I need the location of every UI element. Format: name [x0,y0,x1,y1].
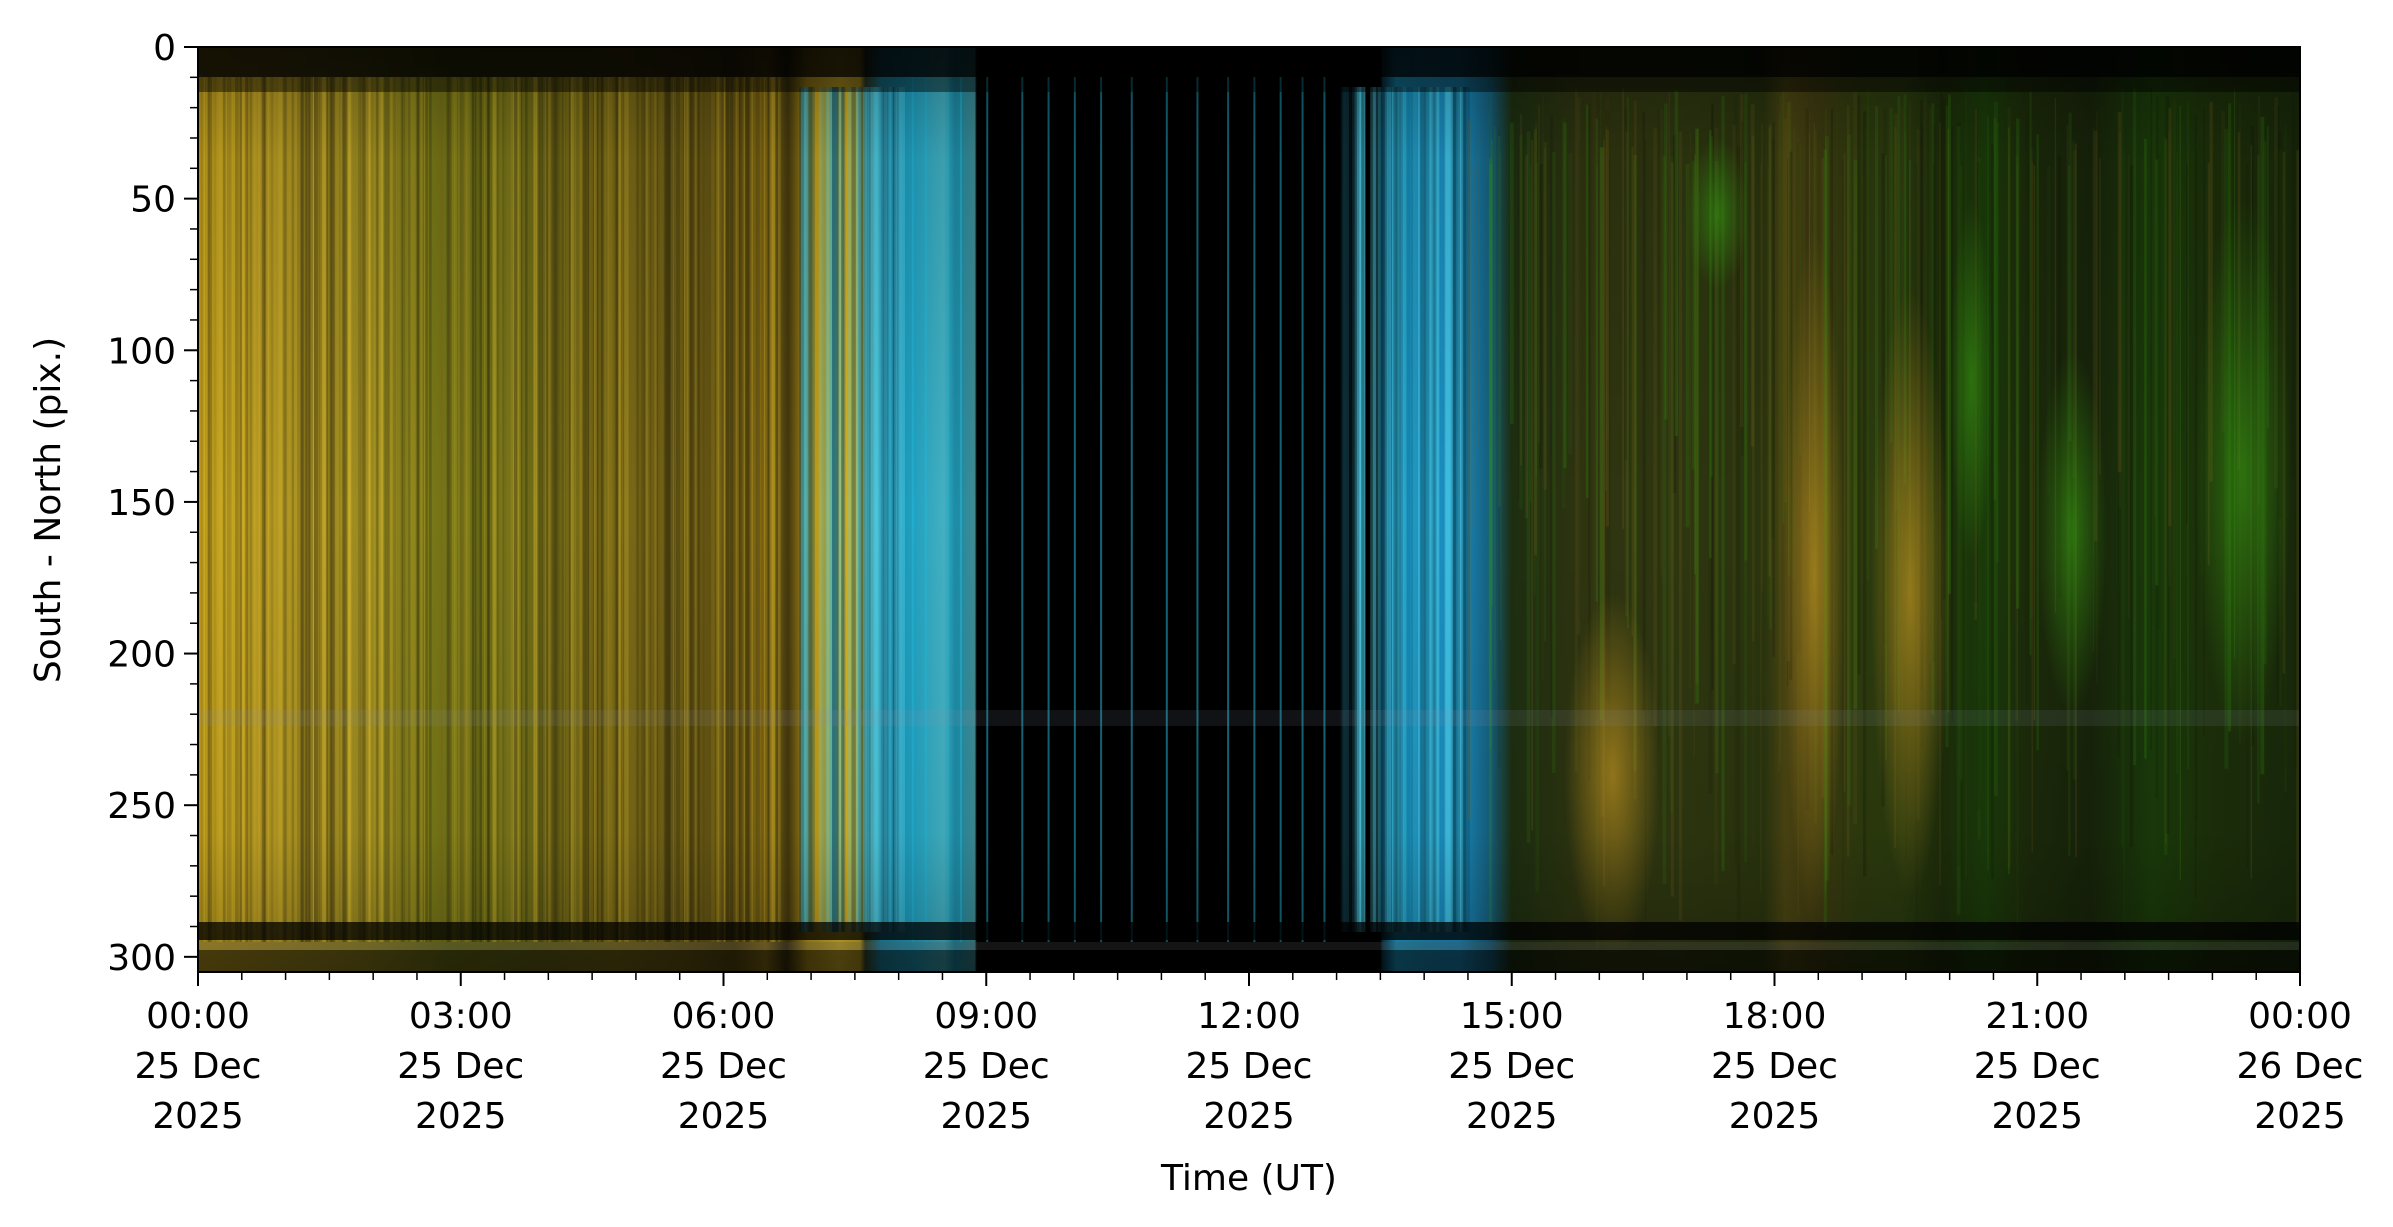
y-tick-label-4: 200 [107,635,176,676]
bottom-dark-band-2 [198,950,2300,972]
x-tick-label-8: 00:00 26 Dec 2025 [2237,996,2364,1137]
plot-area [198,47,2300,972]
x-tick-label-4: 12:00 25 Dec 2025 [1186,996,1313,1137]
x-axis-label: Time (UT) [1160,1158,1337,1199]
keogram-vertical-shade [198,47,2300,972]
y-axis: 0 50 100 150 200 250 300 [107,28,198,979]
x-axis: 00:00 25 Dec 2025 03:00 25 Dec 2025 06:00 25 De… [135,972,2364,1137]
x-tick-label-2: 06:00 25 Dec 2025 [660,996,787,1137]
x-tick-label-3: 09:00 25 Dec 2025 [923,996,1050,1137]
x-tick-label-5: 15:00 25 Dec 2025 [1448,996,1575,1137]
y-tick-label-1: 50 [130,180,176,221]
x-tick-label-0: 00:00 25 Dec 2025 [135,996,262,1137]
horizon-band [198,710,2300,726]
y-tick-label-6: 300 [107,938,176,979]
x-tick-label-7: 21:00 25 Dec 2025 [1974,996,2101,1137]
y-tick-label-3: 150 [107,483,176,524]
y-axis-label: South - North (pix.) [28,337,69,683]
y-tick-label-0: 0 [153,28,176,69]
y-tick-label-5: 250 [107,786,176,827]
x-tick-label-6: 18:00 25 Dec 2025 [1711,996,1838,1137]
x-tick-label-1: 03:00 25 Dec 2025 [397,996,524,1137]
bottom-light-band [198,942,2300,950]
y-tick-label-2: 100 [107,331,176,372]
bottom-dark-band [198,922,2300,940]
